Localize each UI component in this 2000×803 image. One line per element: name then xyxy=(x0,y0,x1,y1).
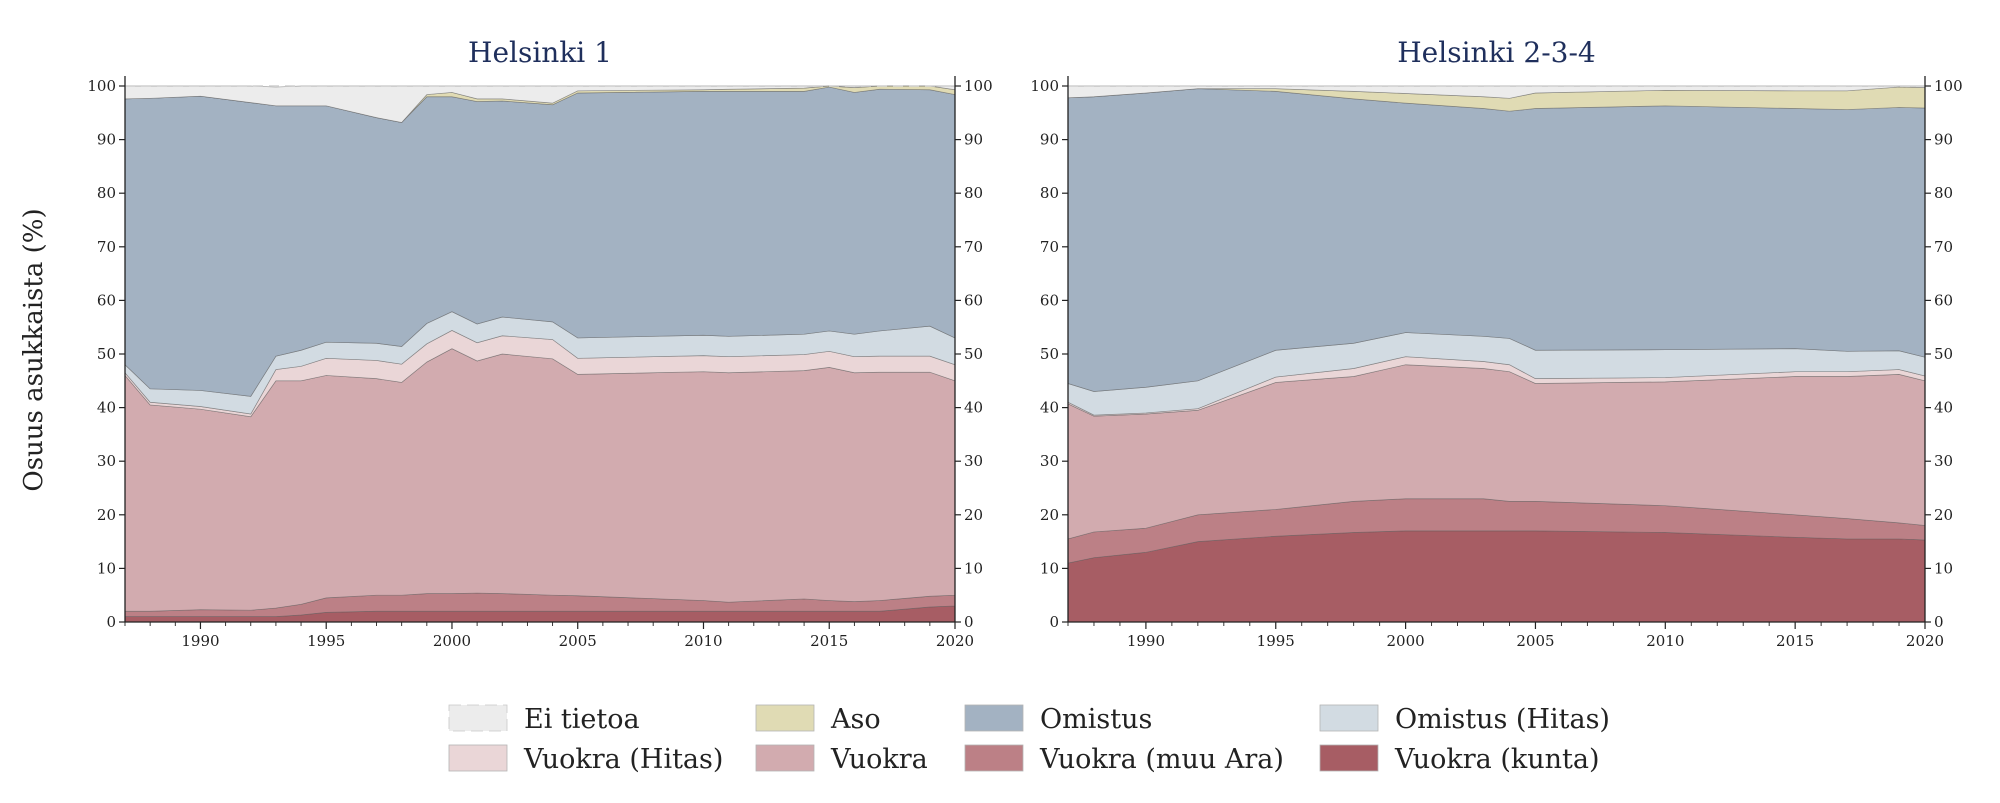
legend-swatch xyxy=(964,744,1024,772)
y-tick-label-left: 70 xyxy=(1040,238,1059,256)
y-tick-label-right: 20 xyxy=(964,506,983,524)
legend-item-aso: Aso xyxy=(755,704,881,735)
x-tick-label: 2000 xyxy=(1387,632,1425,650)
y-tick-label-right: 70 xyxy=(1934,238,1953,256)
x-tick-label: 1995 xyxy=(307,632,345,650)
legend-label: Omistus xyxy=(1040,704,1152,735)
y-tick-label-right: 10 xyxy=(964,559,983,577)
y-tick-label-left: 40 xyxy=(1040,399,1059,417)
legend-label: Vuokra (Hitas) xyxy=(523,744,723,775)
legend-item-vuokra: Vuokra xyxy=(755,744,928,775)
legend-swatch xyxy=(448,704,508,732)
legend-swatch xyxy=(448,744,508,772)
y-tick-label-left: 0 xyxy=(1049,613,1059,631)
x-tick-label: 2015 xyxy=(810,632,848,650)
y-tick-label-left: 40 xyxy=(97,399,116,417)
legend-label: Aso xyxy=(830,704,881,735)
panel-title: Helsinki 1 xyxy=(468,36,612,69)
y-tick-label-left: 10 xyxy=(1040,559,1059,577)
y-tick-label-left: 30 xyxy=(97,452,116,470)
y-tick-label-right: 50 xyxy=(964,345,983,363)
legend-item-omistus-hitas: Omistus (Hitas) xyxy=(1319,704,1610,735)
y-tick-label-left: 100 xyxy=(87,77,116,95)
y-tick-label-right: 10 xyxy=(1934,559,1953,577)
legend-swatch xyxy=(1319,704,1379,732)
y-tick-label-left: 20 xyxy=(1040,506,1059,524)
y-tick-label-right: 100 xyxy=(1934,77,1963,95)
y-tick-label-left: 50 xyxy=(97,345,116,363)
y-tick-label-right: 100 xyxy=(964,77,993,95)
y-tick-label-left: 80 xyxy=(97,184,116,202)
legend-swatch xyxy=(1319,744,1379,772)
y-tick-label-right: 90 xyxy=(1934,131,1953,149)
y-tick-label-right: 90 xyxy=(964,131,983,149)
y-tick-label-right: 30 xyxy=(964,452,983,470)
y-tick-label-left: 90 xyxy=(1040,131,1059,149)
y-tick-label-left: 50 xyxy=(1040,345,1059,363)
legend-swatch xyxy=(755,704,815,732)
x-tick-label: 2010 xyxy=(1646,632,1684,650)
legend-item-vuokra-muu-ara: Vuokra (muu Ara) xyxy=(964,744,1284,775)
x-tick-label: 2020 xyxy=(1906,632,1944,650)
y-tick-label-left: 10 xyxy=(97,559,116,577)
y-tick-label-right: 0 xyxy=(1934,613,1944,631)
y-tick-label-right: 80 xyxy=(1934,184,1953,202)
x-tick-label: 2005 xyxy=(1516,632,1554,650)
x-tick-label: 1995 xyxy=(1257,632,1295,650)
y-tick-label-right: 40 xyxy=(964,399,983,417)
y-tick-label-right: 50 xyxy=(1934,345,1953,363)
legend-item-vuokra-hitas: Vuokra (Hitas) xyxy=(448,744,723,775)
legend: Ei tietoa Aso Omistus Omistus (Hitas) Vuokra… xyxy=(448,704,1610,775)
x-tick-label: 2005 xyxy=(559,632,597,650)
panel-title: Helsinki 2-3-4 xyxy=(1397,36,1596,69)
legend-item-vuokra-kunta: Vuokra (kunta) xyxy=(1319,744,1600,775)
y-tick-label-left: 100 xyxy=(1030,77,1059,95)
y-tick-label-left: 0 xyxy=(106,613,116,631)
y-tick-label-left: 30 xyxy=(1040,452,1059,470)
legend-label: Vuokra (muu Ara) xyxy=(1039,744,1284,775)
y-tick-label-left: 80 xyxy=(1040,184,1059,202)
area-vuokra-kunta xyxy=(1067,530,1926,623)
y-tick-label-left: 20 xyxy=(97,506,116,524)
y-tick-label-right: 80 xyxy=(964,184,983,202)
legend-label: Vuokra (kunta) xyxy=(1394,744,1600,775)
y-axis-label: Osuus asukkaista (%) xyxy=(19,208,49,491)
y-tick-label-right: 0 xyxy=(964,613,974,631)
legend-swatch xyxy=(755,744,815,772)
x-tick-label: 2015 xyxy=(1776,632,1814,650)
y-tick-label-right: 60 xyxy=(1934,291,1953,309)
y-tick-label-right: 70 xyxy=(964,238,983,256)
y-tick-label-right: 40 xyxy=(1934,399,1953,417)
x-tick-label: 2000 xyxy=(433,632,471,650)
y-tick-label-right: 30 xyxy=(1934,452,1953,470)
x-tick-label: 1990 xyxy=(181,632,219,650)
legend-item-omistus: Omistus xyxy=(964,704,1152,735)
y-tick-label-left: 90 xyxy=(97,131,116,149)
legend-label: Vuokra xyxy=(830,744,928,775)
y-tick-label-left: 60 xyxy=(97,291,116,309)
x-tick-label: 1990 xyxy=(1127,632,1165,650)
y-tick-label-right: 20 xyxy=(1934,506,1953,524)
legend-item-ei-tietoa: Ei tietoa xyxy=(448,704,640,735)
x-tick-label: 2020 xyxy=(936,632,974,650)
legend-label: Omistus (Hitas) xyxy=(1395,704,1610,735)
x-tick-label: 2010 xyxy=(684,632,722,650)
legend-label: Ei tietoa xyxy=(524,704,640,735)
y-tick-label-left: 70 xyxy=(97,238,116,256)
y-tick-label-left: 60 xyxy=(1040,291,1059,309)
legend-swatch xyxy=(964,704,1024,732)
y-tick-label-right: 60 xyxy=(964,291,983,309)
